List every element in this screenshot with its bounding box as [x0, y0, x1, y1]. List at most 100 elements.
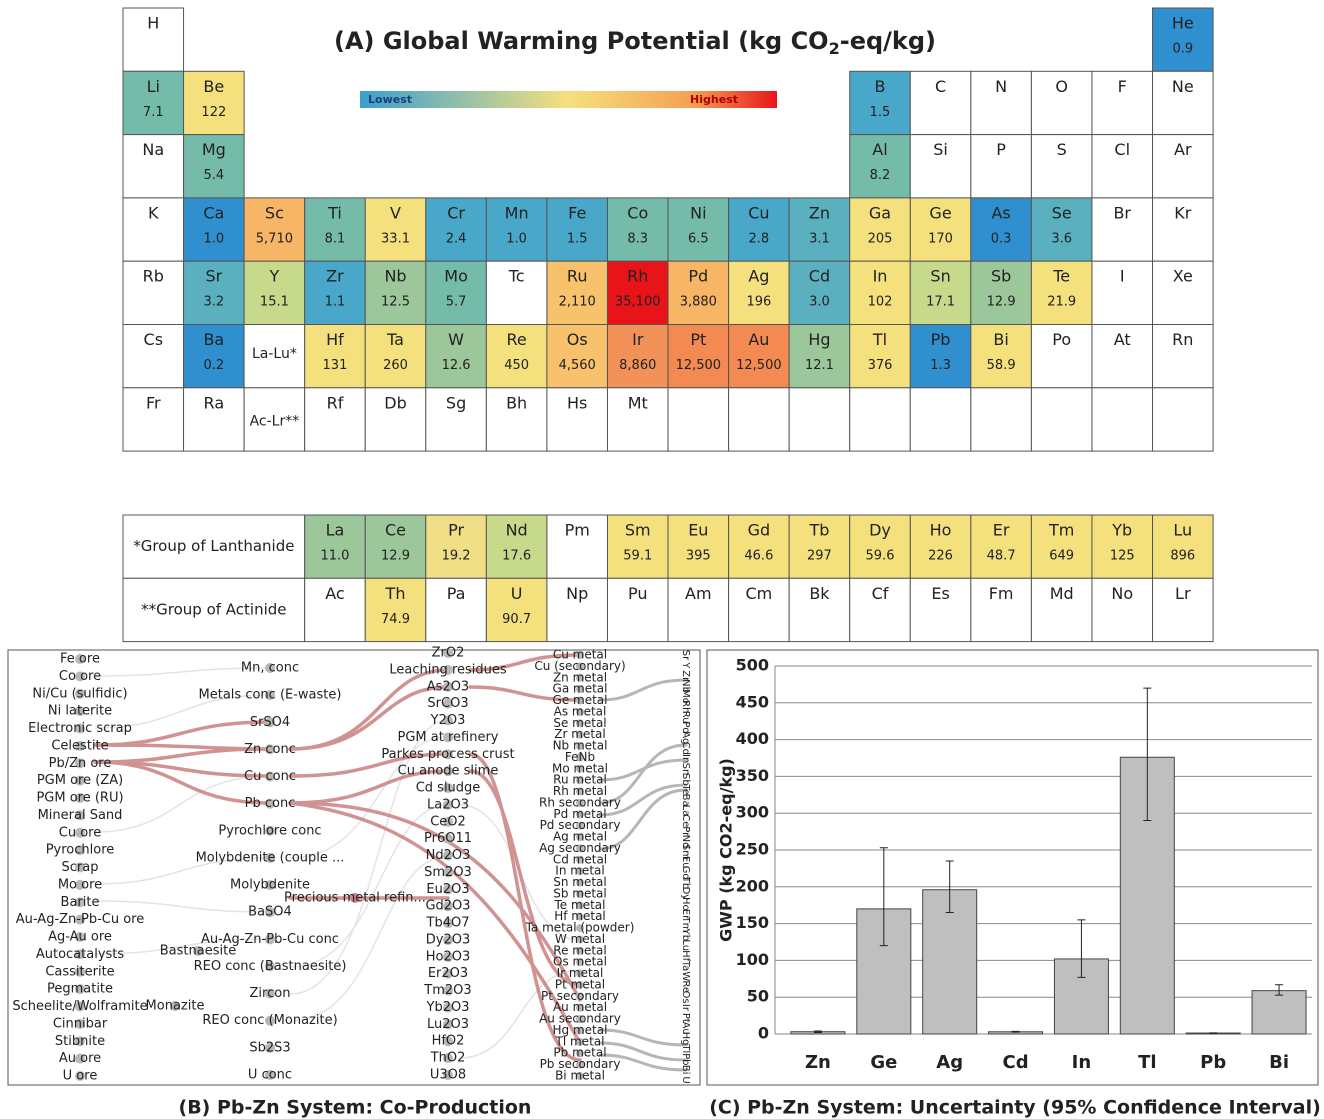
element-symbol: Cd — [809, 267, 830, 286]
element-tag: Ag — [680, 731, 691, 744]
element-symbol: Ni — [690, 203, 706, 222]
node-label: PGM ore (RU) — [36, 791, 123, 806]
node — [576, 696, 584, 705]
node — [75, 932, 85, 942]
node-label: Fe ore — [60, 652, 100, 667]
node — [576, 1060, 584, 1069]
node-label: Pb secondary — [540, 1057, 621, 1071]
element-value: 1.5 — [567, 231, 588, 246]
element-symbol: Ag — [748, 267, 769, 286]
element-tag: Pr — [680, 826, 691, 837]
element-symbol: C — [935, 77, 946, 96]
node-label: Pd metal — [553, 807, 606, 821]
element-symbol: Tl — [872, 330, 887, 349]
node-label: Au ore — [59, 1051, 101, 1066]
element-tag: Tl — [680, 1043, 691, 1053]
element-symbol: Kr — [1174, 203, 1191, 222]
element-cell — [606, 260, 669, 326]
node — [350, 893, 360, 903]
element-cell — [970, 387, 1032, 452]
element-value: 226 — [928, 549, 953, 564]
element-cell — [304, 324, 366, 389]
table-title: (A) Global Warming Potential (kg CO2-eq/… — [334, 27, 936, 58]
element-symbol: Mo — [444, 267, 468, 286]
element-value: 4,560 — [559, 358, 596, 373]
node — [443, 968, 453, 979]
node-label: Nd2O3 — [426, 848, 471, 863]
element-symbol: Cs — [144, 330, 164, 349]
node-label: Pyrochlore conc — [218, 823, 321, 838]
element-symbol: Rb — [143, 267, 164, 286]
element-value: 1.3 — [930, 358, 951, 373]
node — [75, 775, 85, 786]
node-label: Pd secondary — [540, 818, 621, 832]
node-label: REO conc (Bastnaesite) — [194, 959, 347, 974]
x-tick-label: Ge — [870, 1052, 897, 1073]
node-label: Mineral Sand — [38, 808, 123, 823]
node — [75, 723, 85, 734]
element-symbol: U — [511, 584, 523, 603]
x-tick-label: Cd — [1003, 1052, 1029, 1073]
node — [75, 740, 85, 751]
node — [75, 845, 85, 856]
element-cell — [788, 260, 851, 326]
element-symbol: O — [1055, 77, 1068, 96]
node — [75, 1071, 85, 1081]
x-tick-label: In — [1072, 1052, 1092, 1073]
element-tag: Nd — [680, 835, 691, 849]
node-label: Zn conc — [244, 742, 296, 757]
node — [443, 664, 453, 675]
element-symbol: Sg — [446, 393, 466, 412]
element-value: 2.8 — [749, 231, 770, 246]
node-label: Scrap — [62, 860, 99, 875]
node — [576, 924, 584, 933]
element-symbol: Os — [567, 330, 588, 349]
node — [265, 744, 275, 755]
node-label: CeO2 — [430, 814, 466, 829]
node-label: Celestite — [51, 738, 108, 753]
flow-links — [93, 653, 688, 1072]
element-value: 260 — [383, 358, 408, 373]
element-cell — [183, 134, 245, 199]
element-tag: Zr — [680, 670, 691, 682]
node — [443, 951, 453, 962]
element-tag: Sn — [680, 763, 691, 776]
node — [576, 673, 584, 682]
element-symbol: Rf — [327, 393, 344, 412]
element-symbol: Bh — [506, 393, 527, 412]
element-cell — [1030, 134, 1093, 199]
element-symbol: Y — [269, 267, 280, 286]
element-value: 48.7 — [987, 549, 1016, 564]
node — [443, 850, 453, 861]
node-label: Autocatalysts — [36, 947, 125, 962]
element-tag: Pt — [680, 1013, 691, 1023]
node — [443, 749, 453, 760]
node — [576, 878, 584, 887]
error-bar — [1011, 1030, 1020, 1033]
element-tag: Y — [680, 661, 691, 669]
node — [576, 1003, 584, 1012]
element-value: 450 — [504, 358, 529, 373]
element-cell — [849, 387, 911, 452]
element-tag: Au — [680, 1022, 691, 1035]
element-tag: Re — [680, 980, 691, 993]
network-panel — [7, 649, 701, 1086]
node — [265, 1015, 275, 1026]
node-label: Eu2O3 — [426, 882, 469, 897]
node — [576, 1037, 584, 1046]
legend-low: Lowest — [368, 93, 412, 106]
element-cell — [425, 260, 487, 326]
element-value: 1.0 — [203, 231, 224, 246]
element-value: 12,500 — [676, 358, 722, 373]
node-label: Pb metal — [553, 1046, 606, 1060]
element-tag: Pd — [680, 721, 691, 733]
node-label: Cu anode slime — [398, 764, 499, 779]
node — [576, 867, 584, 876]
element-cell — [183, 70, 245, 136]
element-value: 35,100 — [615, 295, 661, 310]
node-label: Ag metal — [553, 830, 607, 844]
group-label: **Group of Actinide — [141, 600, 286, 618]
element-cell — [1152, 324, 1214, 389]
element-value: 395 — [686, 549, 711, 564]
node — [265, 934, 275, 945]
